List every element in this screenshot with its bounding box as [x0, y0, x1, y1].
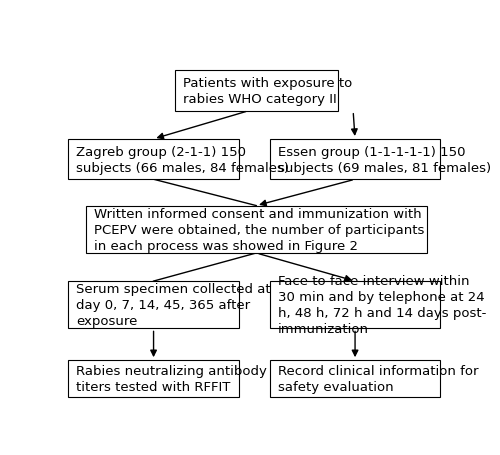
FancyBboxPatch shape — [68, 282, 239, 329]
Text: Rabies neutralizing antibody
titers tested with RFFIT: Rabies neutralizing antibody titers test… — [76, 364, 267, 393]
Text: Written informed consent and immunization with
PCEPV were obtained, the number o: Written informed consent and immunizatio… — [94, 207, 424, 252]
FancyBboxPatch shape — [68, 140, 239, 180]
FancyBboxPatch shape — [68, 360, 239, 397]
FancyBboxPatch shape — [270, 360, 440, 397]
Text: Face to face interview within
30 min and by telephone at 24
h, 48 h, 72 h and 14: Face to face interview within 30 min and… — [278, 275, 486, 335]
FancyBboxPatch shape — [86, 206, 427, 253]
FancyBboxPatch shape — [175, 71, 338, 111]
Text: Record clinical information for
safety evaluation: Record clinical information for safety e… — [278, 364, 478, 393]
Text: Essen group (1-1-1-1-1) 150
subjects (69 males, 81 females): Essen group (1-1-1-1-1) 150 subjects (69… — [278, 145, 490, 174]
FancyBboxPatch shape — [270, 140, 440, 180]
FancyBboxPatch shape — [270, 282, 440, 329]
Text: Patients with exposure to
rabies WHO category II: Patients with exposure to rabies WHO cat… — [182, 77, 352, 106]
Text: Serum specimen collected at
day 0, 7, 14, 45, 365 after
exposure: Serum specimen collected at day 0, 7, 14… — [76, 283, 270, 328]
Text: Zagreb group (2-1-1) 150
subjects (66 males, 84 females): Zagreb group (2-1-1) 150 subjects (66 ma… — [76, 145, 289, 174]
